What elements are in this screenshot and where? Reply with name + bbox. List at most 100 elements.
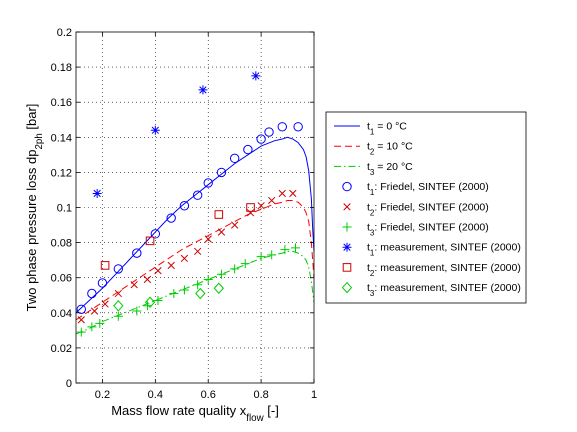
legend-label-pre: t — [367, 201, 370, 213]
y-tick-label: 0.12 — [51, 167, 72, 179]
data-point-friedel2 — [143, 275, 152, 284]
x-axis-label: Mass flow rate quality xflow [-] — [111, 403, 279, 424]
legend-label: t3 = 20 °C — [367, 161, 413, 177]
data-point-friedel1 — [87, 288, 97, 299]
y-tick-label: 0.2 — [57, 27, 72, 39]
legend-item-line3: t3 = 20 °C — [334, 161, 413, 177]
legend-item-meas2: t2: measurement, SINTEF (2000) — [342, 262, 521, 277]
legend-marker-swatch — [342, 263, 352, 272]
legend-label-subscript: 1 — [370, 248, 375, 257]
x-axis-title-suffix: [-] — [264, 403, 279, 418]
marker-shape — [153, 296, 163, 306]
marker-shape — [280, 245, 290, 255]
legend-label-pre: t — [367, 121, 370, 133]
legend-label-text: = 10 °C — [374, 141, 413, 153]
data-point-friedel3 — [132, 306, 142, 316]
y-axis-title-suffix: [bar] — [24, 104, 39, 134]
legend-item-meas3: t3: measurement, SINTEF (2000) — [341, 281, 521, 298]
marker-shape — [179, 285, 189, 295]
legend-label-pre: t — [367, 282, 370, 294]
legend-label-subscript: 3 — [370, 289, 375, 298]
data-point-friedel3 — [87, 322, 97, 332]
legend-item-friedel1: t1: Friedel, SINTEF (2000) — [342, 181, 489, 197]
legend-item-friedel3: t3: Friedel, SINTEF (2000) — [342, 222, 489, 237]
marker-shape — [343, 203, 351, 211]
marker-shape — [203, 178, 213, 188]
legend-box — [325, 111, 527, 304]
marker-shape — [251, 71, 261, 81]
data-point-friedel3 — [76, 327, 86, 337]
data-point-friedel3 — [216, 269, 226, 279]
marker-shape — [132, 248, 142, 258]
x-tick-label: 0.2 — [95, 389, 110, 401]
series-line-line3 — [75, 250, 315, 335]
legend-label-pre: t — [367, 141, 370, 153]
marker-shape — [90, 307, 99, 315]
marker-shape — [256, 134, 266, 144]
marker-shape — [243, 144, 253, 155]
marker-shape — [95, 318, 105, 328]
data-point-friedel2 — [193, 247, 202, 256]
marker-shape — [142, 301, 152, 311]
data-point-friedel2 — [167, 261, 175, 270]
data-point-friedel3 — [193, 280, 203, 290]
marker-shape — [144, 296, 156, 309]
marker-shape — [256, 252, 266, 262]
legend-item-friedel2: t2: Friedel, SINTEF (2000) — [343, 201, 489, 217]
data-point-friedel3 — [280, 245, 290, 255]
data-point-friedel1 — [113, 264, 124, 274]
series-layer — [75, 71, 315, 337]
data-point-meas2 — [214, 210, 224, 219]
y-tick-label: 0.14 — [51, 132, 72, 144]
x-axis-title-main: Mass flow rate quality x — [111, 403, 247, 418]
legend: t1 = 0 °Ct2 = 10 °Ct3 = 20 °Ct1: Friedel… — [325, 111, 527, 304]
data-point-friedel1 — [203, 178, 213, 188]
marker-shape — [213, 282, 224, 294]
data-point-friedel1 — [264, 127, 274, 137]
data-point-friedel1 — [150, 229, 161, 239]
marker-shape — [113, 311, 123, 321]
series-line-line1 — [75, 136, 315, 314]
marker-shape — [203, 274, 213, 284]
legend-marker-swatch — [342, 181, 352, 192]
legend-item-meas1: t1: measurement, SINTEF (2000) — [342, 242, 521, 257]
marker-shape — [100, 261, 110, 270]
data-point-friedel1 — [293, 122, 303, 132]
marker-shape — [277, 122, 287, 132]
legend-label: t2: Friedel, SINTEF (2000) — [367, 201, 489, 217]
legend-label-subscript: 3 — [370, 167, 375, 176]
y-tick-label: 0 — [66, 378, 72, 390]
marker-shape — [214, 210, 224, 219]
x-tick-label: 0.4 — [148, 389, 163, 401]
marker-shape — [132, 306, 142, 316]
legend-label-pre: t — [367, 242, 370, 254]
marker-shape — [130, 281, 138, 289]
legend-label-text: = 20 °C — [374, 161, 413, 173]
legend-label-pre: t — [367, 262, 370, 274]
data-point-friedel2 — [257, 202, 265, 210]
data-point-friedel1 — [76, 304, 86, 314]
data-point-friedel2 — [130, 281, 138, 289]
legend-label-subscript: 1 — [370, 127, 375, 136]
y-axis-title-subscript: 2ph — [34, 133, 45, 149]
data-point-friedel3 — [240, 259, 250, 269]
marker-shape — [114, 289, 122, 298]
marker-shape — [76, 327, 86, 337]
legend-marker-swatch — [342, 222, 352, 232]
data-point-friedel2 — [114, 289, 122, 298]
plot-area — [76, 32, 314, 383]
y-tick-label: 0.04 — [51, 308, 72, 320]
marker-shape — [342, 181, 352, 192]
marker-shape — [193, 247, 202, 256]
data-point-friedel1 — [166, 213, 176, 223]
data-point-friedel1 — [277, 122, 287, 132]
y-tick-label: 0.16 — [51, 97, 72, 109]
legend-label-subscript: 2 — [370, 147, 375, 156]
legend-label-pre: t — [367, 161, 370, 173]
marker-shape — [216, 269, 226, 279]
marker-shape — [264, 127, 274, 137]
legend-label-pre: t — [367, 222, 370, 234]
data-point-friedel3 — [203, 274, 213, 284]
legend-label: t1 = 0 °C — [367, 121, 407, 137]
